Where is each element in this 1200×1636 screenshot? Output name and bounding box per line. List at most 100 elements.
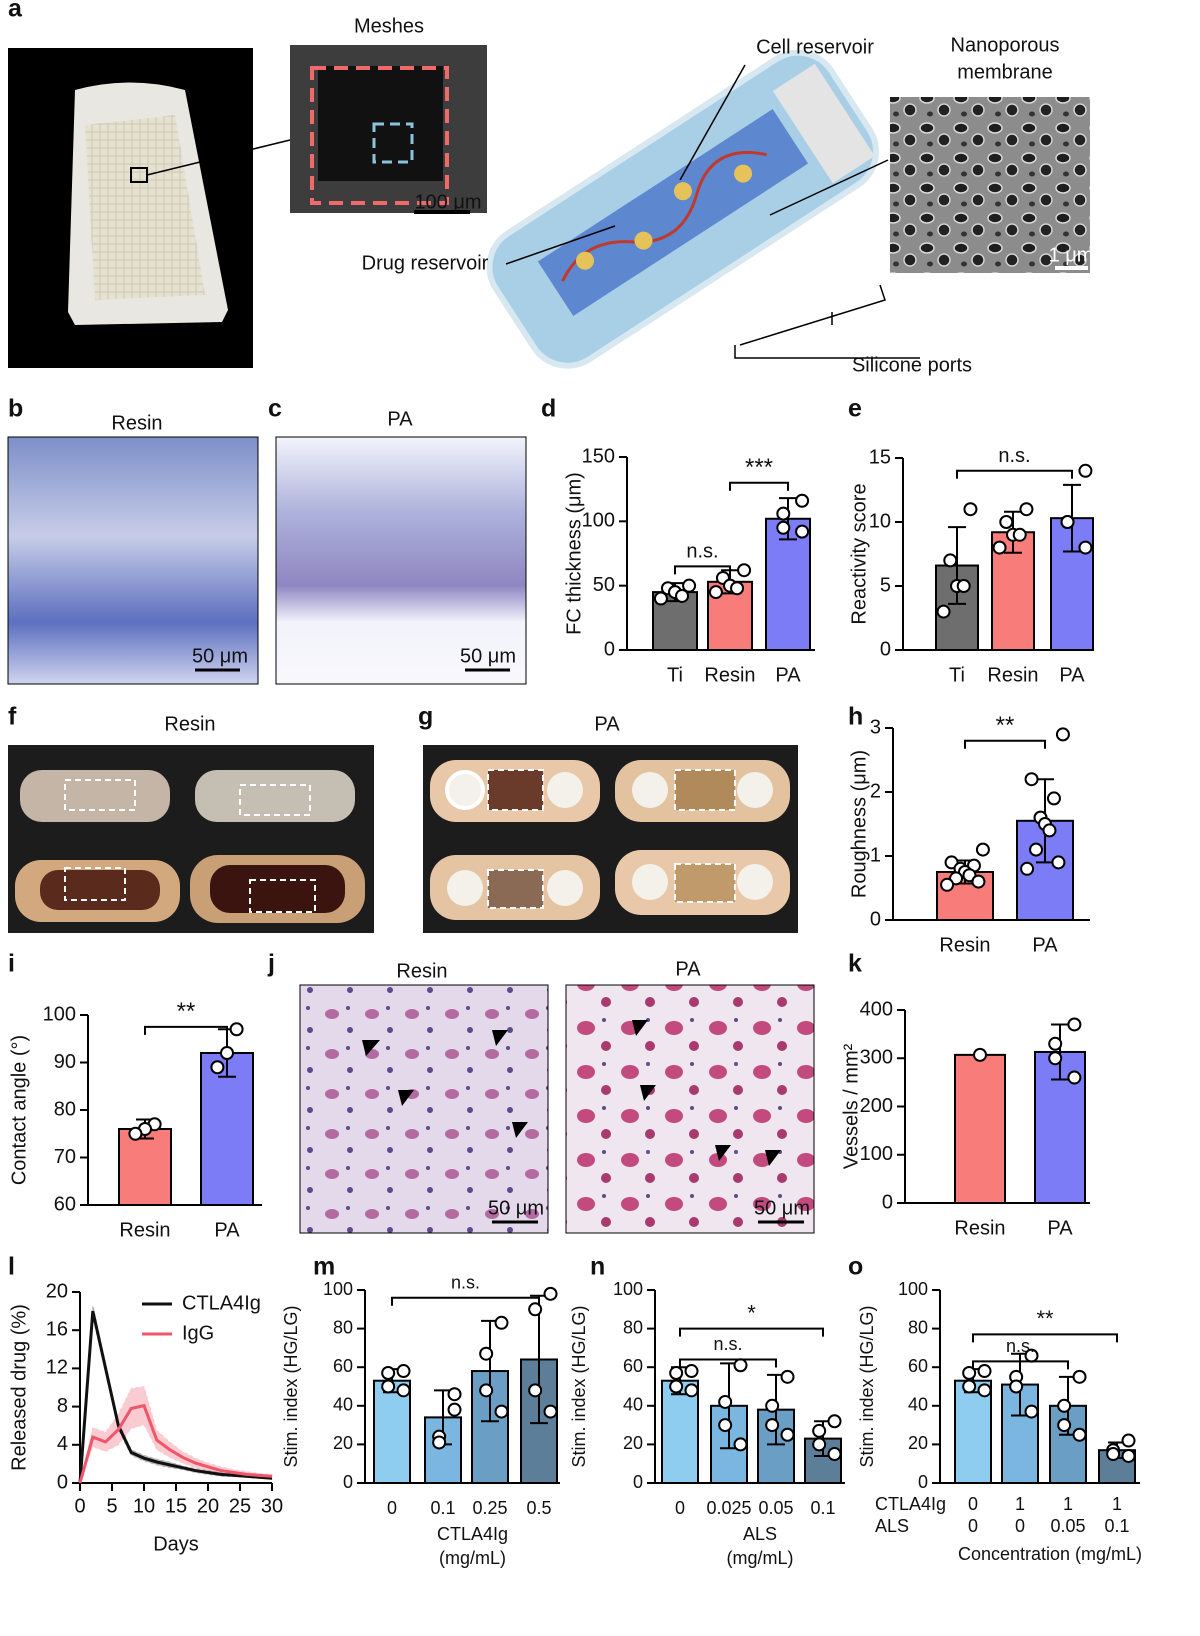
y-tick-label: 0 [918, 1472, 928, 1492]
data-point [733, 1437, 748, 1452]
panel-letter: k [848, 950, 862, 978]
mesh-detail [372, 122, 414, 164]
scale-label: 50 μm [192, 645, 248, 667]
data-point [396, 1383, 411, 1398]
bar [200, 1052, 254, 1206]
y-axis-label: Stim. index (HG/LG) [569, 1305, 589, 1467]
y-axis-label: Stim. index (HG/LG) [281, 1305, 301, 1467]
data-point [718, 1418, 733, 1433]
ports-block [772, 63, 875, 184]
y-tick-label: 200 [860, 1095, 893, 1117]
data-point [971, 874, 986, 889]
panel-title: Resin [396, 960, 447, 982]
x-tick-label: 0.5 [526, 1498, 551, 1518]
error-band [79, 1305, 273, 1484]
bar [118, 1128, 172, 1206]
significance-bracket [674, 565, 731, 575]
data-point [684, 1383, 699, 1398]
x-tick-label: Resin [939, 934, 990, 956]
x-tick-label: PA [1059, 664, 1085, 686]
x-tick-label: Ti [949, 664, 965, 686]
data-point [733, 1358, 748, 1373]
label: Nanoporous [951, 34, 1060, 56]
data-point [381, 1379, 396, 1394]
x-tick-label: PA [1032, 934, 1058, 956]
data-point [1024, 772, 1039, 787]
y-tick-label: 16 [46, 1318, 68, 1340]
significance-bracket [144, 1025, 228, 1035]
data-point [669, 1379, 684, 1394]
significance-bracket [729, 481, 789, 491]
x-tick-label: 0.25 [472, 1498, 507, 1518]
y-tick-label: 60 [54, 1193, 76, 1215]
mesh-outline [310, 66, 449, 205]
arrowheads [362, 1020, 781, 1166]
y-tick-label: 400 [860, 998, 893, 1020]
y-tick-label: 4 [57, 1433, 68, 1455]
data-point [730, 581, 745, 596]
y-tick-label: 90 [54, 1051, 76, 1073]
data-point [447, 1402, 462, 1417]
data-point [827, 1447, 842, 1462]
y-tick-label: 0 [633, 1472, 643, 1492]
data-point [780, 1369, 795, 1384]
y-tick-label: 300 [860, 1047, 893, 1069]
line-series [78, 1310, 273, 1484]
panel-title: PA [594, 713, 620, 735]
label: Meshes [354, 15, 424, 37]
data-point [977, 1364, 992, 1379]
data-point [543, 1286, 558, 1301]
data-point [1048, 1036, 1063, 1051]
line-series [78, 1403, 273, 1484]
x-tick-label: 0 [74, 1495, 85, 1517]
data-point [1055, 727, 1070, 742]
significance-label: n.s. [713, 1334, 742, 1354]
x-tick-label: 0.1 [1104, 1516, 1129, 1536]
membrane-sem [890, 97, 1090, 273]
y-tick-label: 100 [898, 1279, 928, 1299]
y-tick-label: 80 [908, 1317, 928, 1337]
scale-label: 50 μm [460, 645, 516, 667]
significance-bracket [972, 1360, 1069, 1370]
data-point [1121, 1433, 1136, 1448]
y-axis-label: Contact angle (°) [8, 1035, 30, 1185]
panel-letter: c [268, 395, 282, 423]
y-tick-label: 100 [43, 1003, 76, 1025]
data-point [956, 579, 971, 593]
y-tick-label: 0 [870, 908, 881, 930]
panel-letter: m [313, 1253, 335, 1281]
y-tick-label: 5 [880, 574, 891, 596]
data-point [963, 502, 978, 517]
data-point [992, 540, 1007, 555]
y-tick-label: 20 [623, 1433, 643, 1453]
panel-title: Resin [164, 713, 215, 735]
label: Drug reservoir [362, 252, 489, 274]
data-point [1024, 1404, 1039, 1419]
data-point [447, 1387, 462, 1402]
data-point [1078, 540, 1093, 555]
data-point [765, 1398, 780, 1413]
bar [954, 1053, 1006, 1205]
significance-bracket [679, 1358, 777, 1368]
data-point [528, 1302, 543, 1317]
label: Silicone ports [852, 354, 972, 376]
x-tick-label: 10 [133, 1495, 155, 1517]
significance-bracket [956, 469, 1073, 479]
data-point [1029, 842, 1044, 857]
data-point [718, 1394, 733, 1409]
x-tick-label: 1 [1063, 1494, 1073, 1514]
data-point [962, 1379, 977, 1394]
data-point [528, 1383, 543, 1398]
y-tick-label: 15 [869, 446, 891, 468]
x-tick-label: 15 [165, 1495, 187, 1517]
x-tick-label: 0.05 [1050, 1516, 1085, 1536]
data-point [776, 520, 791, 535]
panel-letter: b [8, 395, 23, 423]
data-point [795, 524, 810, 539]
y-axis-label: Reactivity score [848, 483, 870, 624]
y-tick-label: 100 [582, 510, 615, 532]
significance-label: * [747, 1300, 756, 1325]
data-point [1078, 463, 1093, 478]
significance-label: ** [996, 712, 1015, 739]
data-point [765, 1418, 780, 1433]
